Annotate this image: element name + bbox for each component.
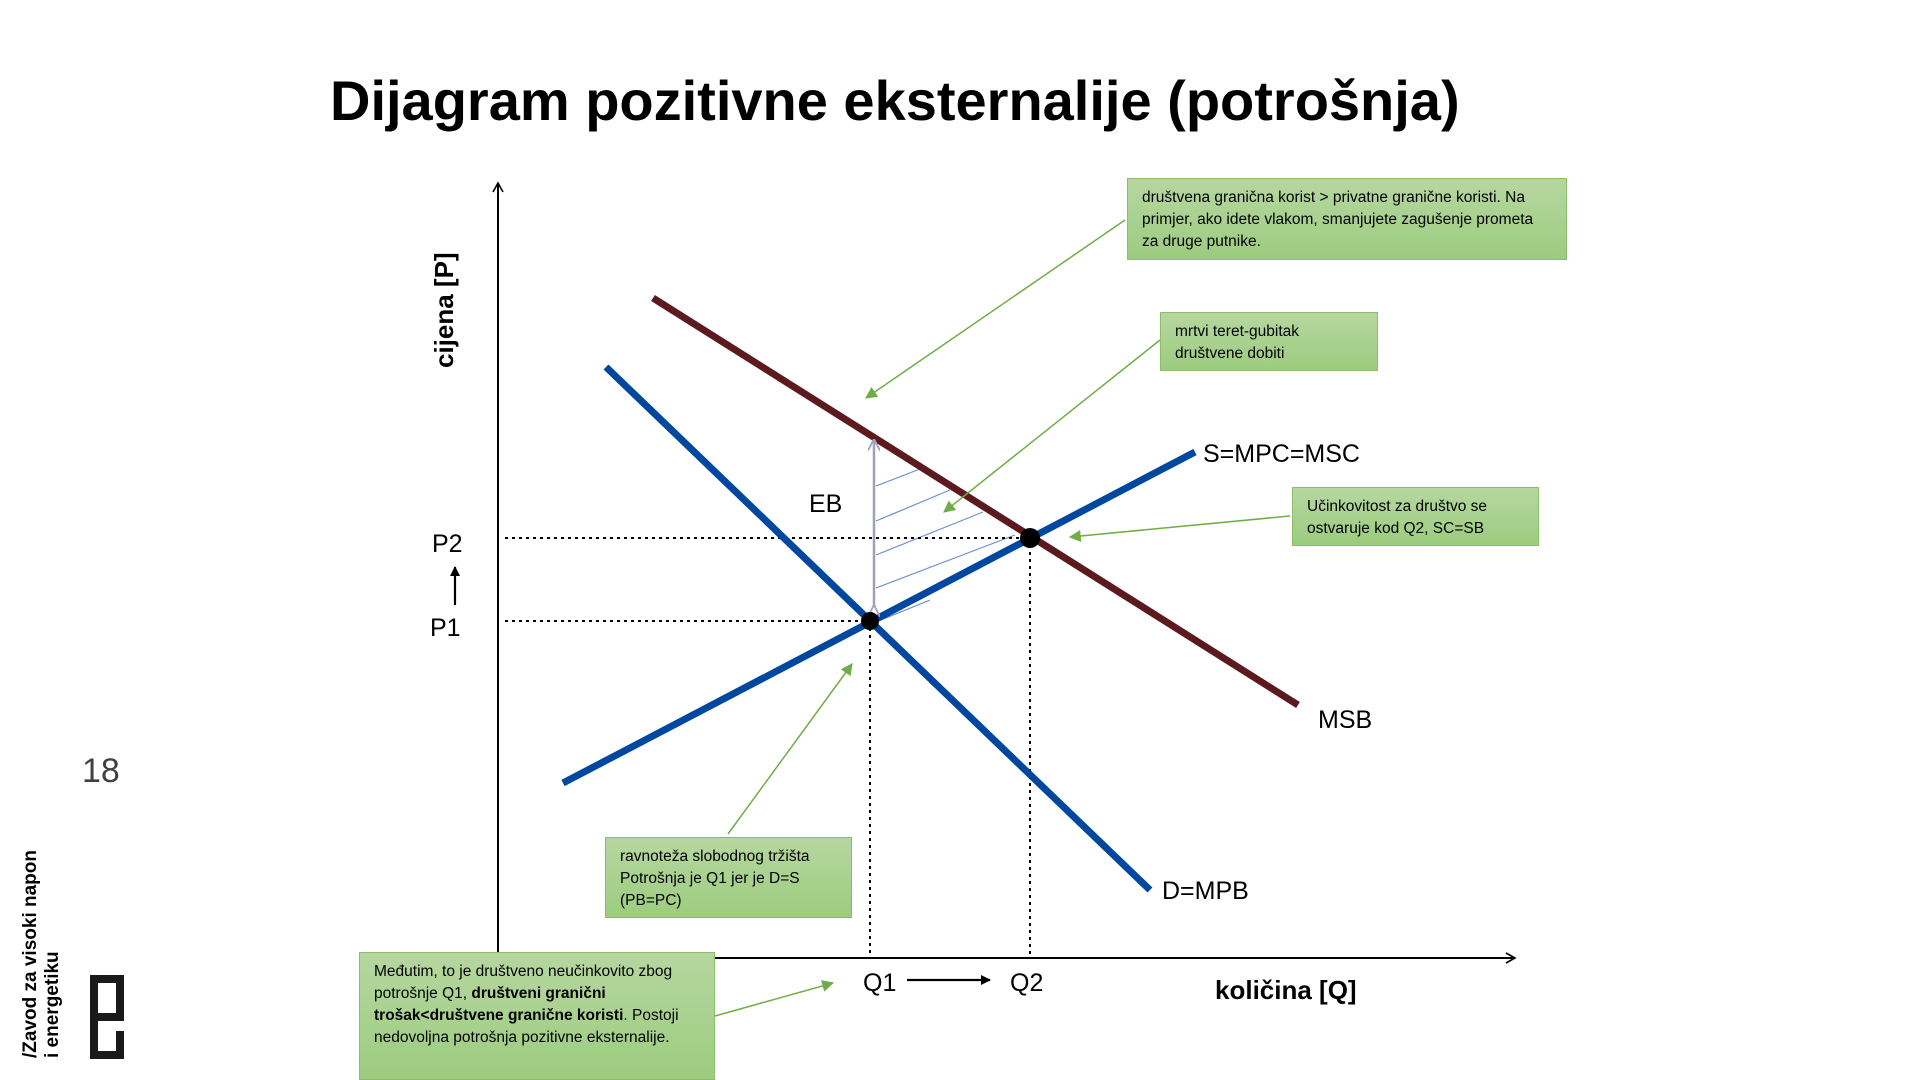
eb-label: EB xyxy=(809,490,842,518)
organization-line-1: /Zavod za visoki napon xyxy=(20,850,41,1058)
note-however-bold: društveni granični trošak<društvene gran… xyxy=(374,985,624,1024)
market-equilibrium-point xyxy=(861,612,879,630)
msb-curve xyxy=(651,295,1300,708)
note-market-equilibrium-text: ravnoteža slobodnog tržišta Potrošnja je… xyxy=(620,848,810,909)
demand-curve-label: D=MPB xyxy=(1162,877,1249,905)
fer-logo-icon xyxy=(90,975,124,1059)
supply-curve-label: S=MPC=MSC xyxy=(1203,440,1360,468)
callout-arrows xyxy=(714,219,1291,1017)
page-title: Dijagram pozitivne eksternalije (potrošn… xyxy=(330,69,1460,132)
organization-name: /Zavod za visoki napon i energetiku xyxy=(20,850,64,1058)
reference-lines xyxy=(505,537,1031,958)
organization-line-2: i energetiku xyxy=(42,951,63,1058)
p2-label: P2 xyxy=(432,530,463,558)
page-number: 18 xyxy=(82,752,120,790)
note-social-benefit-text: društvena granična korist > privatne gra… xyxy=(1142,189,1534,250)
y-axis-title: cijena [P] xyxy=(429,252,459,368)
note-market-equilibrium: ravnoteža slobodnog tržišta Potrošnja je… xyxy=(605,837,852,918)
note-however: Međutim, to je društveno neučinkovito zb… xyxy=(359,952,715,1080)
note-efficiency-text: Učinkovitost za društvo se ostvaruje kod… xyxy=(1307,498,1488,537)
note-however-text: Međutim, to je društveno neučinkovito zb… xyxy=(374,963,673,1002)
x-axis-title: količina [Q] xyxy=(1215,975,1357,1005)
demand-curve xyxy=(603,364,1153,893)
note-social-benefit: društvena granična korist > privatne gra… xyxy=(1127,178,1567,260)
note-however-text-end: . Postoji nedovoljna potrošnja pozitivne… xyxy=(374,1007,679,1046)
p1-label: P1 xyxy=(430,614,461,642)
q1-label: Q1 xyxy=(863,969,896,997)
deadweight-hatch xyxy=(875,468,1016,623)
social-optimum-point xyxy=(1020,528,1040,548)
msb-curve-label: MSB xyxy=(1318,706,1372,734)
note-deadweight-text: mrtvi teret-gubitak društvene dobiti xyxy=(1175,323,1300,362)
note-efficiency: Učinkovitost za društvo se ostvaruje kod… xyxy=(1292,487,1539,546)
q2-label: Q2 xyxy=(1010,969,1043,997)
supply-curve xyxy=(561,448,1197,787)
note-deadweight: mrtvi teret-gubitak društvene dobiti xyxy=(1160,312,1378,371)
